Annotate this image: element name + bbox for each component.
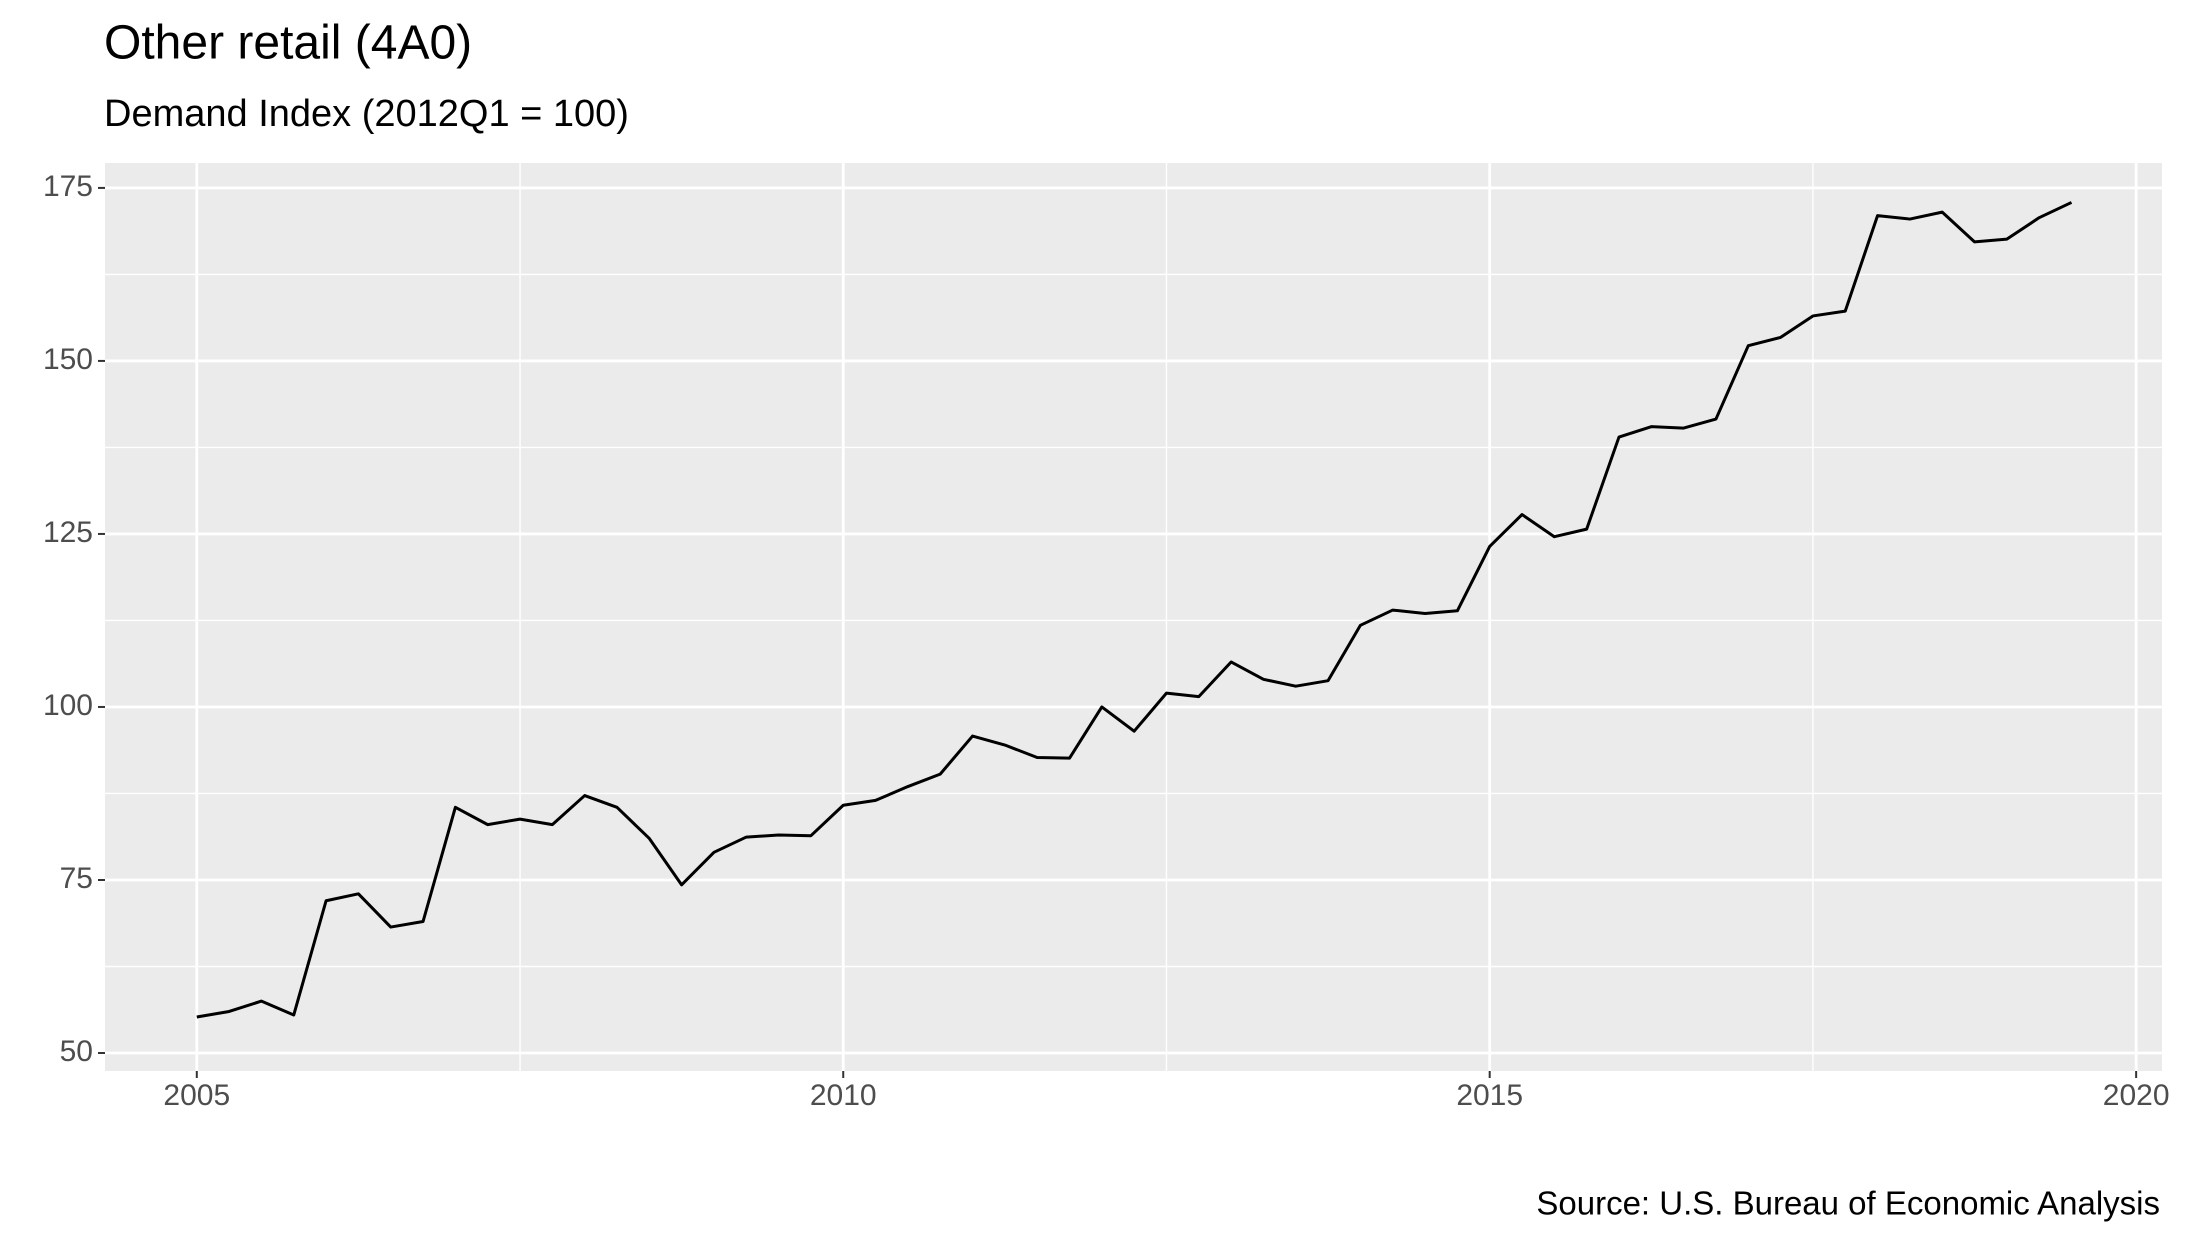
y-tick-label: 175 — [43, 170, 93, 203]
x-tick-label: 2015 — [1456, 1079, 1523, 1112]
chart-subtitle: Demand Index (2012Q1 = 100) — [104, 93, 629, 135]
x-tick-label: 2010 — [810, 1079, 877, 1112]
x-tick-label: 2020 — [2103, 1079, 2170, 1112]
y-tick-label: 75 — [60, 862, 93, 895]
x-tick-label: 2005 — [163, 1079, 230, 1112]
source-note: Source: U.S. Bureau of Economic Analysis — [1536, 1185, 2160, 1222]
y-tick-label: 150 — [43, 343, 93, 376]
data-line — [196, 201, 2073, 1019]
y-tick-label: 125 — [43, 516, 93, 549]
chart-title: Other retail (4A0) — [104, 17, 472, 70]
y-tick-label: 50 — [60, 1035, 93, 1068]
plot-background — [105, 163, 2162, 1071]
y-tick-label: 100 — [43, 689, 93, 722]
